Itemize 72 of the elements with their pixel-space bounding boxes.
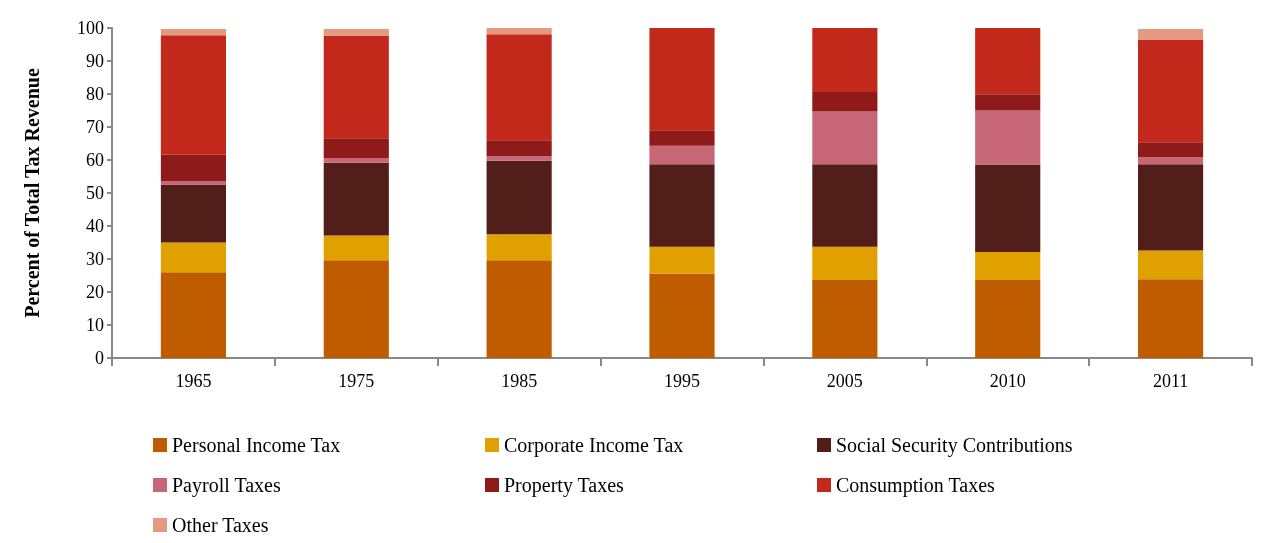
legend-label: Consumption Taxes: [836, 474, 996, 497]
bar: [1138, 250, 1204, 280]
bar: [486, 160, 552, 235]
bar: [975, 164, 1041, 253]
y-tick-label: 10: [86, 315, 104, 335]
bar: [160, 154, 226, 182]
bar: [812, 111, 878, 165]
bar: [649, 28, 715, 131]
bar: [323, 158, 389, 163]
bar: [649, 246, 715, 274]
y-tick-label: 0: [95, 348, 104, 368]
bar: [975, 94, 1041, 111]
bar: [323, 235, 389, 261]
bar: [160, 181, 226, 185]
bar: [1138, 142, 1204, 158]
y-tick-label: 30: [86, 249, 104, 269]
bar: [160, 242, 226, 273]
bar: [323, 162, 389, 236]
x-tick-label: 1965: [175, 371, 212, 391]
y-tick-label: 70: [86, 117, 104, 137]
bar: [975, 280, 1041, 358]
bar: [160, 272, 226, 358]
bar: [975, 110, 1041, 165]
y-tick-label: 40: [86, 216, 104, 236]
legend-label: Property Taxes: [504, 474, 625, 497]
bar: [323, 28, 389, 36]
bar: [323, 138, 389, 159]
legend-label: Payroll Taxes: [172, 474, 281, 497]
bar: [160, 35, 226, 155]
bar: [812, 28, 878, 93]
y-tick-label: 90: [86, 51, 104, 71]
legend-label: Other Taxes: [172, 514, 269, 536]
bar: [486, 156, 552, 161]
x-tick-label: 2011: [1152, 371, 1189, 391]
bar: [812, 164, 878, 247]
bar: [812, 92, 878, 112]
x-tick-label: 1985: [501, 371, 538, 391]
x-tick-label: 2005: [826, 371, 863, 391]
bar: [486, 34, 552, 141]
bar: [160, 184, 226, 243]
legend-label: Social Security Contributions: [836, 434, 1073, 457]
y-tick-label: 80: [86, 84, 104, 104]
y-tick-label: 20: [86, 282, 104, 302]
legend-label: Corporate Income Tax: [504, 434, 684, 457]
y-tick-label: 100: [77, 18, 104, 38]
y-tick-label: 60: [86, 150, 104, 170]
y-axis-title: Percent of Total Tax Revenue: [21, 68, 43, 318]
bar: [323, 35, 389, 139]
bar: [1138, 279, 1204, 358]
bar: [975, 28, 1041, 95]
bar: [323, 260, 389, 358]
bar: [649, 130, 715, 146]
bar: [1138, 39, 1204, 143]
y-tick-label: 50: [86, 183, 104, 203]
bar: [649, 273, 715, 358]
bar: [975, 252, 1041, 281]
bar: [160, 28, 226, 36]
bar: [812, 280, 878, 358]
bar: [486, 140, 552, 157]
x-tick-label: 2010: [989, 371, 1026, 391]
bar: [486, 234, 552, 261]
x-tick-label: 1975: [338, 371, 375, 391]
bar: [1138, 157, 1204, 165]
bar: [812, 246, 878, 281]
x-tick-label: 1995: [664, 371, 700, 391]
bar: [649, 164, 715, 247]
bar: [486, 28, 552, 35]
bar: [486, 260, 552, 358]
bar: [1138, 28, 1204, 40]
bar: [1138, 164, 1204, 251]
legend-label: Personal Income Tax: [172, 434, 341, 456]
bar: [649, 145, 715, 165]
